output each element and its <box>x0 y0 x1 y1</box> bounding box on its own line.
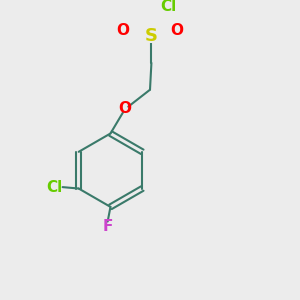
Text: Cl: Cl <box>46 180 63 195</box>
Text: S: S <box>145 27 158 45</box>
Text: O: O <box>118 100 131 116</box>
Text: O: O <box>117 23 130 38</box>
Text: O: O <box>170 23 183 38</box>
Text: F: F <box>103 219 113 234</box>
Text: Cl: Cl <box>160 0 176 14</box>
